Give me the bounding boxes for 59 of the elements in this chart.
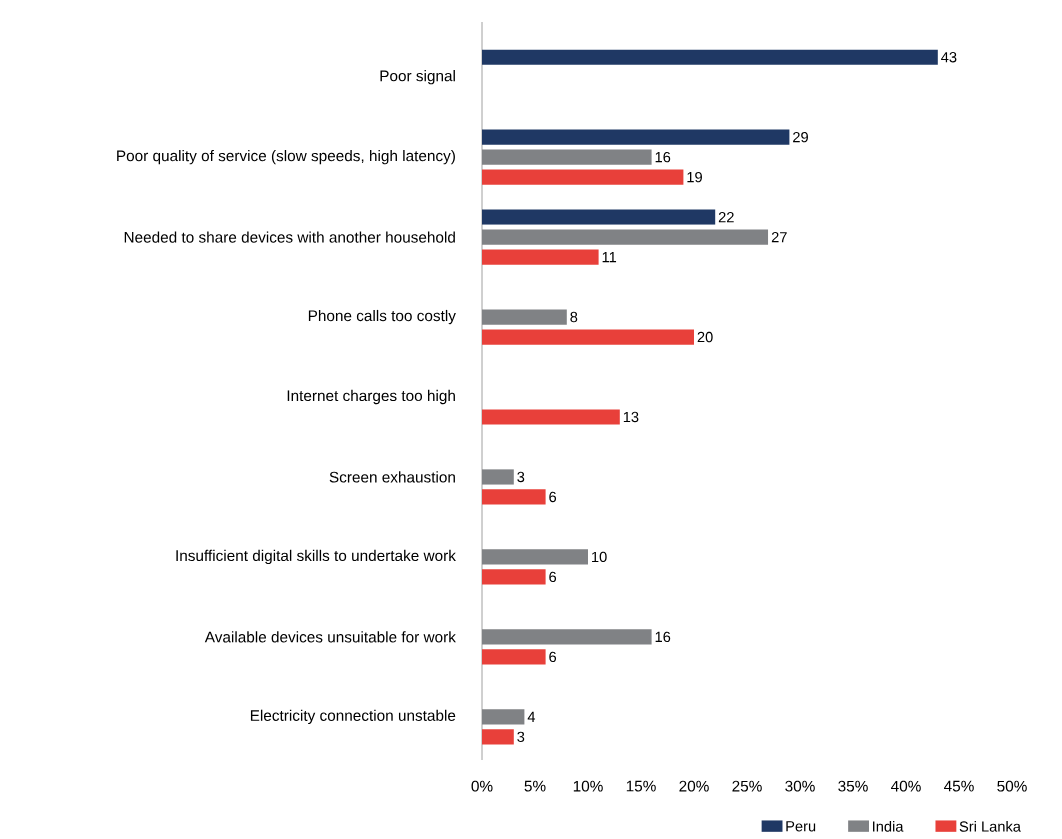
bar (482, 729, 514, 745)
bar (482, 549, 589, 565)
data-label: 29 (793, 131, 808, 143)
data-label: 3 (517, 731, 525, 743)
x-tick-label: 0% (471, 780, 493, 792)
x-tick-label: 35% (838, 780, 868, 792)
data-label: 20 (697, 331, 713, 343)
data-label: 4 (527, 711, 536, 722)
y-tick-label: Poor quality of service (slow speeds, high latency) (117, 149, 455, 165)
data-label: 13 (623, 411, 639, 423)
y-tick-label: Insufficient digital skills to undertake work (176, 549, 456, 565)
x-tick-label: 5% (524, 780, 546, 792)
y-tick-label: Poor signal (380, 70, 455, 85)
data-label: 8 (570, 311, 578, 323)
legend-label: Peru (786, 821, 816, 832)
data-label: 16 (655, 631, 671, 643)
bar (482, 629, 652, 645)
x-tick-label: 20% (679, 780, 709, 792)
data-label: 22 (718, 212, 734, 223)
data-label: 27 (771, 231, 787, 243)
x-tick-label: 15% (626, 780, 656, 792)
data-label: 19 (687, 171, 702, 183)
data-label: 6 (549, 651, 557, 663)
data-label: 10 (592, 551, 607, 563)
x-tick-label: 40% (891, 780, 921, 792)
y-tick-label: Internet charges too high (287, 389, 455, 405)
y-tick-label: Phone calls too costly (308, 309, 456, 325)
x-tick-label: 10% (573, 780, 603, 792)
bar (482, 469, 514, 485)
y-tick-label: Electricity connection unstable (250, 709, 456, 724)
bar (482, 329, 695, 345)
y-tick-label: Screen exhaustion (329, 471, 455, 483)
data-label: 43 (941, 52, 957, 63)
bar (482, 129, 790, 145)
bar (482, 489, 546, 505)
bar (482, 229, 769, 245)
data-label: 11 (602, 252, 617, 263)
data-label: 6 (549, 571, 557, 583)
bar (482, 209, 716, 225)
bar (482, 649, 546, 665)
x-tick-label: 30% (785, 780, 815, 792)
bar (482, 409, 620, 425)
bar (482, 709, 525, 725)
bar (482, 569, 546, 585)
data-label: 16 (655, 151, 671, 163)
bar (482, 169, 684, 185)
x-tick-label: 50% (997, 780, 1027, 792)
legend-label: India (873, 820, 904, 832)
legend-label: Sri Lanka (959, 820, 1021, 832)
bar (482, 49, 938, 65)
x-tick-label: 45% (944, 780, 974, 792)
data-label: 6 (549, 491, 557, 503)
x-tick-label: 25% (732, 780, 762, 792)
data-label: 3 (517, 471, 525, 483)
bar (482, 149, 652, 165)
y-tick-label: Available devices unsuitable for work (204, 631, 456, 643)
y-tick-label: Needed to share devices with another household (124, 231, 455, 243)
bar (482, 309, 567, 325)
bar (482, 249, 599, 265)
